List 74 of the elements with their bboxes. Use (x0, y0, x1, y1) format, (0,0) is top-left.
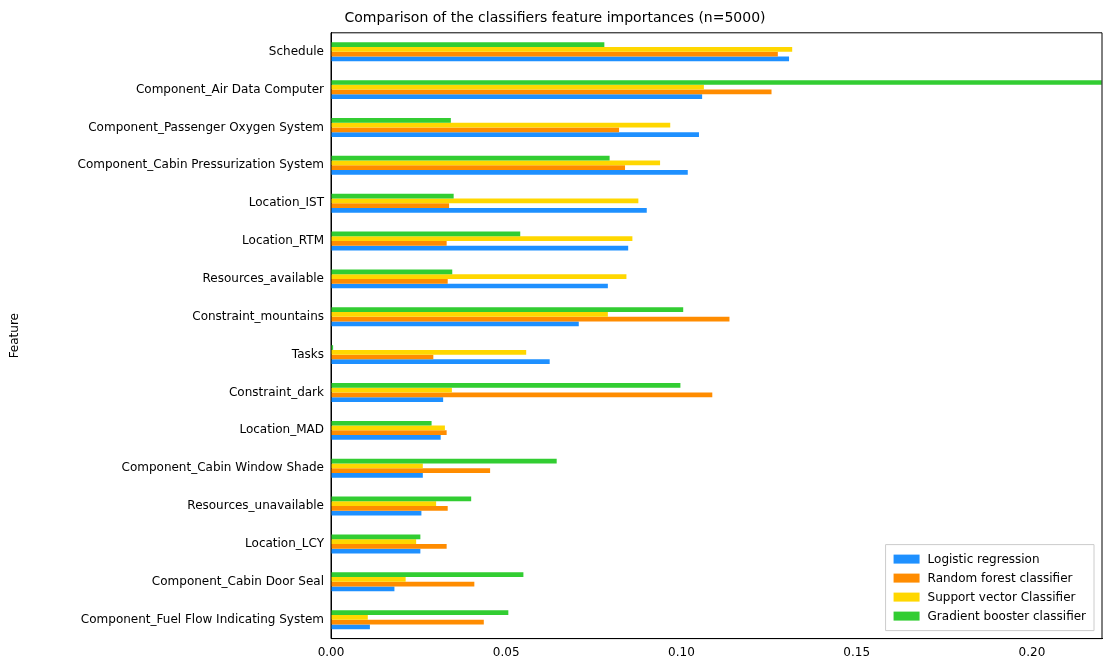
bar (331, 397, 444, 402)
y-tick-label: Schedule (268, 43, 324, 58)
bar (331, 207, 647, 213)
bar (331, 506, 448, 511)
bar (331, 614, 368, 620)
bar (331, 132, 699, 137)
bar (331, 94, 703, 100)
bar (331, 359, 550, 365)
bar (331, 170, 688, 175)
bar (331, 278, 448, 284)
bar (331, 312, 608, 317)
bar (331, 392, 713, 398)
legend-label: Random forest classifier (927, 570, 1073, 585)
y-axis-title: Feature (7, 313, 22, 359)
bar (331, 155, 610, 161)
bar (331, 577, 406, 582)
bar (331, 117, 451, 123)
bar (331, 572, 524, 578)
legend-label: Logistic regression (927, 551, 1040, 566)
bar (331, 624, 370, 630)
bar (331, 316, 730, 322)
bar (331, 203, 450, 208)
bar (331, 501, 437, 507)
y-tick-label: Component_Passenger Oxygen System (88, 119, 324, 134)
bar (331, 468, 491, 473)
y-tick-label: Component_Air Data Computer (135, 81, 325, 96)
y-tick-label: Location_LCY (245, 536, 325, 551)
bar (331, 510, 422, 516)
y-tick-label: Constraint_dark (228, 384, 325, 399)
y-tick-label: Constraint_mountains (192, 308, 324, 323)
legend-label: Gradient booster classifier (927, 608, 1087, 623)
bar (331, 463, 423, 469)
bar (331, 245, 629, 251)
y-tick-label: Resources_available (202, 271, 324, 286)
bar (331, 236, 633, 242)
x-tick-label: 0.10 (668, 644, 695, 659)
y-tick-label: Component_Cabin Pressurization System (77, 157, 324, 172)
bar (331, 56, 790, 62)
bar (331, 610, 509, 615)
y-tick-label: Component_Cabin Door Seal (151, 573, 324, 588)
bar (331, 274, 627, 279)
x-tick-label: 0.05 (492, 644, 520, 659)
bar (331, 420, 432, 426)
chart-title: Comparison of the classifiers feature importances (n=5000) (344, 9, 766, 26)
bar (331, 383, 681, 388)
x-tick-label: 0.15 (843, 644, 871, 659)
bar (331, 47, 793, 52)
bar (331, 80, 1102, 85)
bar (331, 307, 684, 313)
bar (331, 543, 447, 549)
y-tick-label: Component_Cabin Window Shade (121, 460, 324, 475)
y-tick-label: Location_MAD (239, 422, 324, 437)
y-tick-label: Location_RTM (242, 233, 324, 248)
y-tick-label: Component_Fuel Flow Indicating System (80, 611, 324, 626)
bar (331, 84, 704, 90)
bar (331, 198, 639, 204)
bar (331, 127, 620, 133)
bar (331, 435, 441, 440)
bar (331, 472, 423, 478)
bar (331, 269, 453, 275)
bar (331, 42, 605, 47)
bar (331, 539, 417, 544)
bar (331, 165, 626, 171)
bar (331, 534, 421, 540)
legend-label: Support vector Classifier (927, 589, 1076, 604)
bar (331, 430, 447, 436)
y-tick-label: Location_IST (248, 195, 325, 210)
x-tick-label: 0.00 (317, 644, 345, 659)
y-tick-label: Tasks (290, 346, 324, 361)
bar (331, 349, 527, 355)
x-tick-label: 0.20 (1018, 644, 1046, 659)
bar (331, 581, 475, 587)
y-tick-label: Resources_unavailable (187, 498, 324, 513)
bar (331, 241, 447, 246)
